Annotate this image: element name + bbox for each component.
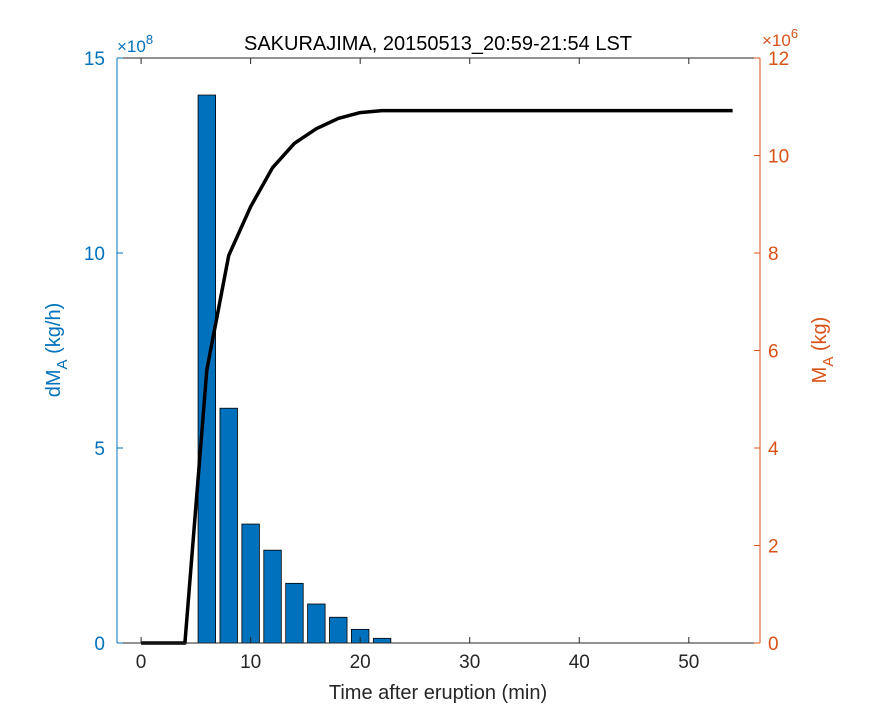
- bar-16: [307, 603, 326, 644]
- chart-title: SAKURAJIMA, 20150513_20:59-21:54 LST: [244, 33, 632, 55]
- x-axis-label: Time after eruption (min): [329, 682, 547, 704]
- right-exponent-power: 6: [791, 26, 798, 41]
- right-y-tick-label-4: 4: [768, 439, 779, 460]
- left-y-tick-label-10: 10: [84, 244, 105, 265]
- left-exponent-power: 8: [146, 32, 153, 47]
- line-series: [140, 108, 733, 645]
- left-axis-exponent: ×108: [117, 32, 153, 56]
- right-y-tick-label-8: 8: [768, 244, 779, 265]
- right-y-tick-label-0: 0: [768, 634, 779, 655]
- right-y-tick-label-12: 12: [768, 49, 789, 70]
- left-y-tick-label-0: 0: [94, 634, 105, 655]
- right-y-axis-ticks: 0 2 4 6 8 10 12: [754, 49, 789, 655]
- right-ylabel-sub: A: [820, 357, 837, 367]
- right-ylabel-unit: (kg): [809, 317, 831, 357]
- x-axis-ticks: 0 10 20 30 40 50: [136, 58, 699, 673]
- cumulative-mass-line: [141, 108, 733, 645]
- bar-12: [263, 549, 282, 644]
- bar-10: [241, 523, 260, 644]
- bar-14: [285, 582, 304, 644]
- right-ylabel-main: M: [809, 367, 831, 384]
- x-tick-label-0: 0: [136, 652, 147, 673]
- bar-8: [219, 407, 238, 644]
- left-ylabel-unit: (kg/h): [43, 303, 65, 360]
- left-ylabel-main: dM: [43, 369, 65, 397]
- left-y-tick-label-15: 15: [84, 49, 105, 70]
- x-tick-label-20: 20: [350, 652, 371, 673]
- left-y-axis-label: dMA (kg/h): [43, 303, 71, 398]
- left-exponent-prefix: ×10: [117, 37, 146, 56]
- left-y-axis-ticks: 0 5 10 15: [84, 49, 123, 655]
- left-y-tick-label-5: 5: [94, 439, 105, 460]
- x-tick-label-50: 50: [678, 652, 699, 673]
- x-tick-label-40: 40: [569, 652, 590, 673]
- bar-18: [329, 616, 348, 644]
- x-tick-label-10: 10: [240, 652, 261, 673]
- right-y-tick-label-6: 6: [768, 342, 779, 363]
- right-exponent-prefix: ×10: [762, 31, 791, 50]
- bar-22: [372, 637, 392, 644]
- left-ylabel-sub: A: [54, 359, 71, 369]
- right-axis-exponent: ×106: [762, 26, 798, 50]
- right-y-axis-label: MA (kg): [809, 317, 837, 384]
- right-y-tick-label-2: 2: [768, 537, 779, 558]
- x-tick-label-30: 30: [459, 652, 480, 673]
- right-y-tick-label-10: 10: [768, 147, 789, 168]
